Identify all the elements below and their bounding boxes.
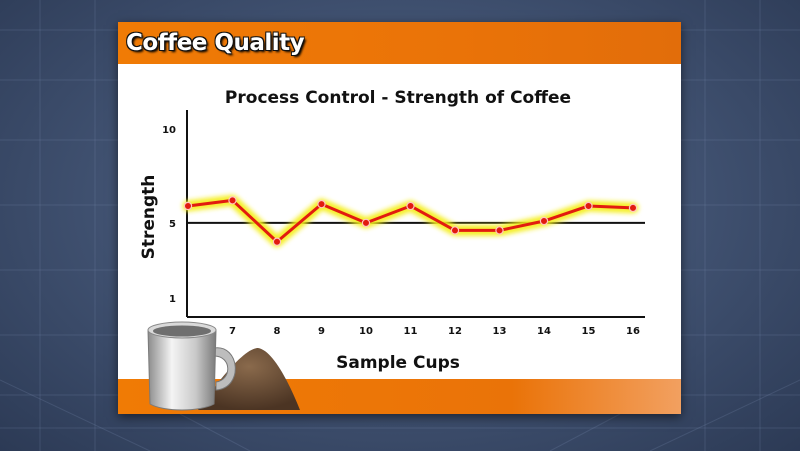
strength-chart: Process Control - Strength of Coffee Str… — [139, 88, 645, 373]
x-tick-label: 9 — [318, 326, 325, 337]
data-point — [584, 201, 593, 211]
x-tick-label: 10 — [359, 326, 373, 337]
data-point — [628, 203, 638, 213]
y-tick-label: 1 — [169, 294, 176, 305]
data-point — [228, 196, 237, 205]
y-tick-label: 5 — [169, 219, 176, 230]
x-tick-label: 14 — [537, 326, 551, 337]
data-point — [361, 218, 371, 228]
coffee-mug-illustration — [147, 321, 300, 411]
x-tick-label: 8 — [274, 326, 281, 337]
x-axis-label: Sample Cups — [336, 353, 460, 373]
x-tick-label: 15 — [582, 326, 596, 337]
x-tick-label: 7 — [229, 326, 236, 337]
data-point — [450, 226, 460, 235]
y-axis-label: Strength — [139, 175, 159, 260]
mug-handle — [213, 347, 236, 391]
slide-title: Coffee Quality — [126, 30, 305, 56]
x-tick-label: 11 — [404, 326, 418, 337]
x-tick-label: 13 — [493, 326, 507, 337]
data-point — [272, 237, 282, 246]
data-point — [495, 226, 504, 235]
slide-panel: Coffee Quality Process Control - Strengt… — [118, 22, 681, 414]
x-tick-label: 16 — [626, 326, 640, 337]
data-point — [539, 216, 549, 226]
mug-body — [147, 329, 217, 411]
title-bar: Coffee Quality — [118, 22, 681, 64]
y-tick-label: 10 — [162, 125, 176, 136]
mug-opening — [153, 325, 211, 337]
data-point — [317, 199, 326, 209]
chart-title: Process Control - Strength of Coffee — [225, 88, 571, 108]
coffee-grounds — [198, 348, 300, 410]
x-tick-label: 12 — [448, 326, 462, 337]
data-point — [183, 201, 193, 211]
data-point — [406, 201, 415, 211]
